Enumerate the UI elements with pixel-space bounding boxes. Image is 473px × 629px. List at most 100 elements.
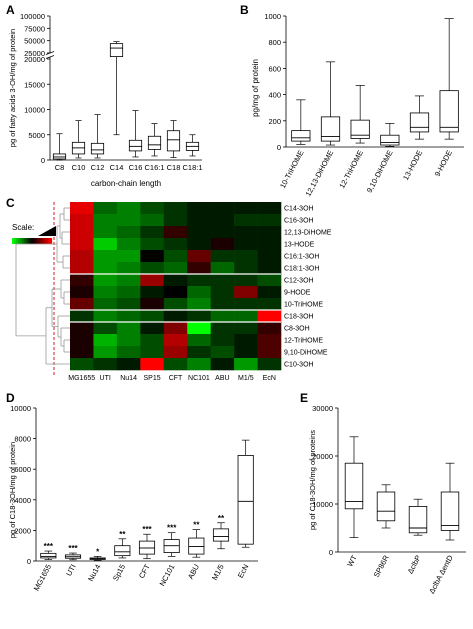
scale-swatch	[38, 238, 41, 244]
box-3	[114, 538, 131, 559]
row-label: 9,10-DiHOME	[284, 350, 328, 357]
heatmap-cell	[116, 334, 141, 347]
heatmap-cell	[257, 310, 282, 323]
axis-break-mark	[45, 55, 55, 59]
scale-wedge	[38, 226, 56, 236]
column-label: CFT	[169, 375, 183, 382]
row-dendrogram	[15, 207, 70, 365]
heatmap-cell	[70, 214, 94, 227]
row-label: 12-TriHOME	[284, 338, 323, 345]
y-tick-label: 0	[27, 557, 31, 566]
heatmap-cell	[140, 286, 165, 299]
y-tick-label: 20000	[24, 55, 45, 64]
heatmap-cell	[187, 274, 211, 287]
y-tick-label: 25000	[24, 49, 45, 58]
box-0	[344, 436, 364, 538]
heatmap-cell	[163, 262, 188, 275]
heatmap-cell	[187, 262, 211, 275]
y-tick-label: 4000	[14, 496, 31, 505]
box-7	[185, 134, 200, 157]
row-label: 13-HODE	[284, 242, 315, 249]
heatmap-cell	[93, 310, 118, 323]
y-tick-label: 2000	[14, 526, 31, 535]
y-tick-label: 0	[277, 143, 281, 152]
x-tick-label: C16:1	[144, 163, 164, 172]
column-label: M1/5	[238, 375, 254, 382]
heatmap-cell	[70, 334, 94, 347]
significance-mark: ***	[167, 524, 177, 533]
heatmap-cell	[140, 250, 165, 263]
x-tick-label: Nu14	[86, 563, 102, 583]
row-label: C18-3OH	[284, 314, 314, 321]
box-1	[376, 484, 396, 529]
heatmap-cell	[116, 262, 141, 275]
y-tick-label: 800	[268, 38, 281, 47]
heatmap-cell	[140, 202, 165, 215]
x-tick-label: ΔclbP	[406, 554, 423, 576]
heatmap-cell	[163, 358, 188, 371]
x-tick-label: MG1655	[32, 563, 53, 593]
heatmap-cell	[210, 310, 235, 323]
scale-swatch	[48, 238, 51, 244]
y-tick-label: 5000	[28, 131, 45, 140]
heatmap-cell	[70, 202, 94, 215]
heatmap-cell	[93, 322, 118, 335]
heatmap-cell	[234, 298, 258, 311]
x-tick-label: 12-TriHOME	[337, 149, 365, 190]
box-2	[350, 85, 370, 144]
panel-a-ylabel: pg of fatty acids 3-OH/mg of protein	[8, 29, 17, 147]
heatmap-scale-label: Scale:	[12, 223, 34, 232]
heatmap-cell	[187, 250, 211, 263]
row-label: C18:1-3OH	[284, 266, 319, 273]
heatmap-cell	[163, 202, 188, 215]
row-label: C16-3OH	[284, 218, 314, 225]
column-label: UTI	[100, 375, 111, 382]
heatmap-cell	[70, 286, 94, 299]
column-label: SP15	[143, 375, 160, 382]
panel-letter-e: E	[300, 391, 308, 405]
box-8	[237, 439, 254, 548]
scale-swatch	[22, 238, 25, 244]
heatmap-cell	[70, 250, 94, 263]
box-3	[380, 123, 400, 147]
significance-mark: **	[218, 514, 225, 523]
box-1	[320, 61, 341, 146]
scale-swatch	[34, 238, 37, 244]
heatmap-cell	[187, 346, 211, 359]
row-label: 9-HODE	[284, 290, 311, 297]
heatmap-cell	[163, 274, 188, 287]
panel-e-plot: 0 10000 20000 30000 WT SP86R ΔclbP ΔclbA ΔentD	[312, 404, 466, 595]
box-0	[52, 133, 67, 161]
heatmap-cell	[116, 250, 141, 263]
significance-mark: ***	[142, 525, 152, 534]
heatmap-cell	[187, 214, 211, 227]
box-5	[439, 18, 459, 140]
x-tick-label: C18:1	[182, 163, 202, 172]
x-tick-label: SP86R	[372, 553, 391, 579]
y-tick-label: 200	[268, 117, 281, 126]
significance-mark: ***	[68, 544, 78, 553]
heatmap-cell	[257, 214, 282, 227]
column-label: ABU	[215, 375, 229, 382]
heatmap-cell	[93, 334, 118, 347]
scale-swatch	[18, 238, 21, 244]
heatmap-cell	[116, 346, 141, 359]
heatmap-cell	[187, 226, 211, 239]
x-tick-label: C18	[167, 163, 181, 172]
heatmap-cell	[210, 262, 235, 275]
panel-d-plot: 0200040006000800010000MG1655***UTI***Nu1…	[10, 404, 258, 592]
heatmap-cell	[210, 238, 235, 251]
heatmap-cell	[234, 250, 258, 263]
heatmap-cell	[93, 298, 118, 311]
y-tick-label: 100000	[20, 12, 45, 21]
heatmap-cell	[116, 322, 141, 335]
heatmap-cell	[257, 274, 282, 287]
heatmap-cell	[70, 262, 94, 275]
heatmap-cell	[234, 214, 258, 227]
box-5	[147, 123, 162, 157]
x-tick-label: C14	[110, 163, 124, 172]
heatmap-cell	[70, 358, 94, 371]
heatmap-cell	[210, 286, 235, 299]
y-tick-label: 1000	[264, 12, 281, 21]
